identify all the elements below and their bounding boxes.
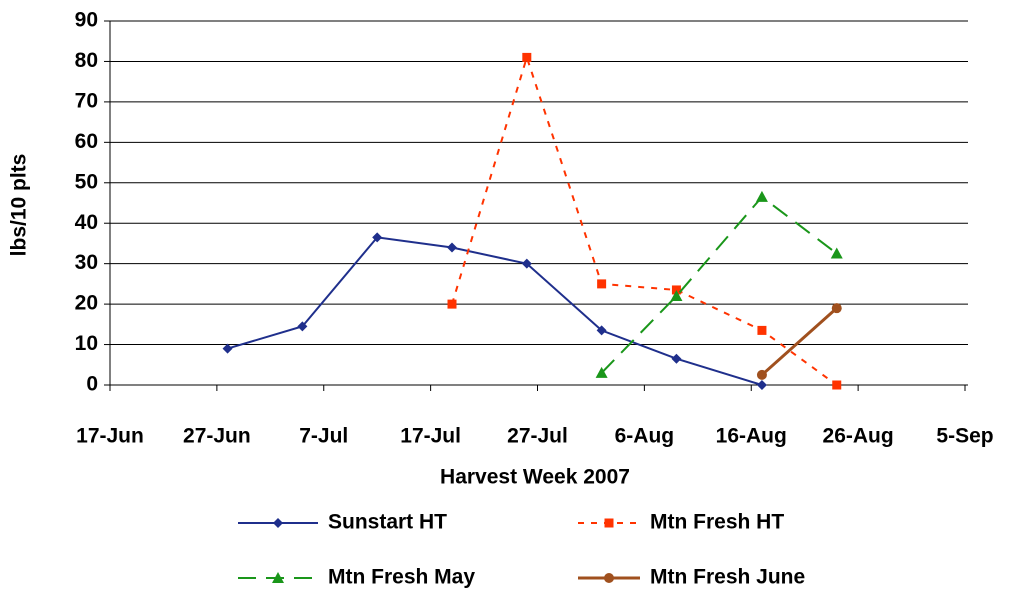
y-tick-label: 0 [86, 373, 98, 396]
x-tick-label: 16-Aug [716, 425, 787, 448]
x-tick-label: 7-Jul [299, 425, 348, 448]
y-axis-title: lbs/10 plts [8, 154, 31, 257]
x-tick-label: 5-Sep [936, 425, 993, 448]
legend-marker [273, 518, 283, 528]
y-tick-label: 70 [75, 89, 98, 112]
series-line [451, 54, 838, 386]
marker [595, 366, 608, 378]
x-tick-label: 6-Aug [615, 425, 675, 448]
legend-marker [604, 518, 614, 528]
legend-marker [604, 573, 614, 583]
marker [757, 325, 767, 335]
marker [372, 232, 383, 243]
y-tick-label: 50 [75, 170, 98, 193]
marker [831, 303, 842, 314]
series-line [760, 307, 838, 377]
series-line [600, 195, 838, 374]
marker [297, 321, 308, 332]
marker [522, 52, 532, 62]
x-tick-label: 17-Jun [76, 425, 144, 448]
y-tick-label: 10 [75, 332, 98, 355]
y-tick-label: 90 [75, 9, 98, 32]
y-tick-label: 20 [75, 292, 98, 315]
marker [832, 380, 842, 390]
x-tick-label: 17-Jul [400, 425, 461, 448]
legend-marker [272, 572, 284, 583]
y-tick-label: 80 [75, 49, 98, 72]
legend-label: Mtn Fresh June [650, 566, 805, 589]
x-axis-title: Harvest Week 2007 [440, 466, 630, 489]
x-tick-label: 26-Aug [823, 425, 894, 448]
marker [671, 353, 682, 364]
x-tick-label: 27-Jul [507, 425, 568, 448]
legend-label: Sunstart HT [328, 511, 447, 534]
marker [756, 369, 767, 380]
marker [756, 380, 767, 390]
legend-label: Mtn Fresh May [328, 566, 475, 589]
series-line [227, 236, 763, 386]
marker [447, 299, 457, 309]
marker [670, 290, 683, 302]
marker [596, 325, 607, 336]
marker [222, 343, 233, 354]
marker [447, 242, 457, 253]
marker [755, 190, 768, 202]
marker [671, 285, 681, 295]
y-tick-label: 40 [75, 211, 98, 234]
x-tick-label: 27-Jun [183, 425, 251, 448]
marker [521, 258, 532, 269]
marker [830, 247, 843, 259]
legend-label: Mtn Fresh HT [650, 511, 784, 534]
y-tick-label: 60 [75, 130, 98, 153]
marker [597, 279, 607, 289]
y-tick-label: 30 [75, 251, 98, 274]
